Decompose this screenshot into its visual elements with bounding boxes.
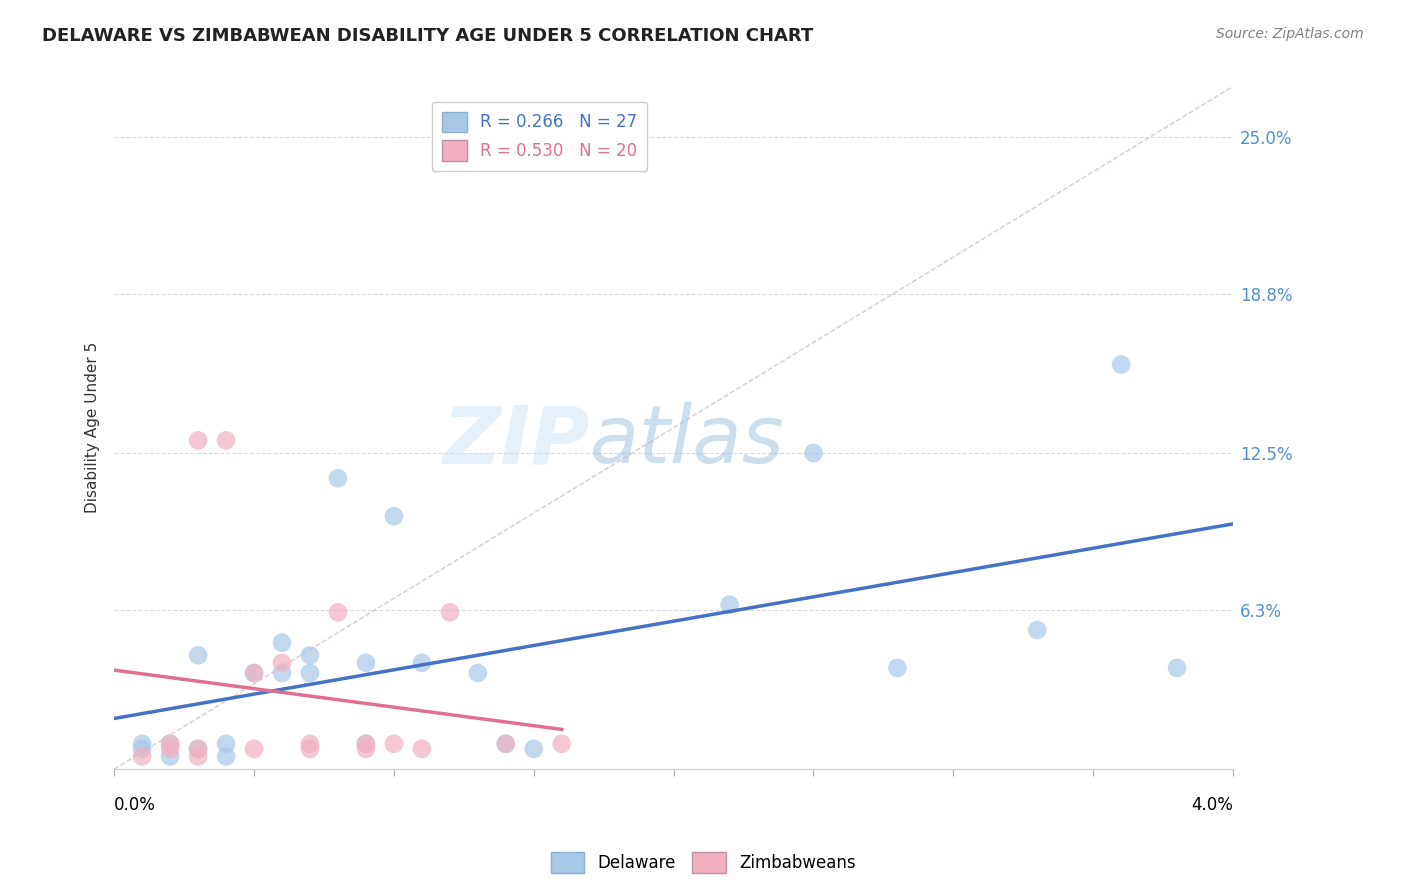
Point (159, 737, 181, 751)
Point (159, 749, 181, 764)
Point (271, 656, 294, 670)
Point (354, 742, 377, 756)
Point (243, 665, 266, 680)
Point (159, 737, 181, 751)
Text: 0.0%: 0.0% (114, 797, 156, 814)
Point (215, 434, 238, 448)
Point (354, 737, 377, 751)
Point (1109, 358, 1132, 372)
Point (1026, 623, 1049, 637)
Point (886, 661, 908, 675)
Point (298, 737, 321, 751)
Point (411, 742, 433, 756)
Point (298, 648, 321, 663)
Point (298, 742, 321, 756)
Point (271, 665, 294, 680)
Point (298, 665, 321, 680)
Point (159, 742, 181, 756)
Point (326, 471, 349, 485)
Point (382, 509, 405, 524)
Point (411, 656, 433, 670)
Text: DELAWARE VS ZIMBABWEAN DISABILITY AGE UNDER 5 CORRELATION CHART: DELAWARE VS ZIMBABWEAN DISABILITY AGE UN… (42, 27, 814, 45)
Point (551, 737, 574, 751)
Point (467, 665, 489, 680)
Point (243, 742, 266, 756)
Text: ZIP: ZIP (443, 402, 589, 481)
Point (187, 742, 209, 756)
Point (803, 446, 825, 460)
Point (326, 605, 349, 619)
Point (495, 737, 517, 751)
Text: atlas: atlas (589, 402, 785, 481)
Point (718, 598, 741, 612)
Point (187, 434, 209, 448)
Legend: Delaware, Zimbabweans: Delaware, Zimbabweans (544, 846, 862, 880)
Point (271, 635, 294, 649)
Point (187, 742, 209, 756)
Point (439, 605, 461, 619)
Point (382, 737, 405, 751)
Point (354, 656, 377, 670)
Text: Source: ZipAtlas.com: Source: ZipAtlas.com (1216, 27, 1364, 41)
Point (131, 742, 153, 756)
Point (1166, 661, 1188, 675)
Text: 4.0%: 4.0% (1191, 797, 1233, 814)
Point (131, 737, 153, 751)
Point (243, 665, 266, 680)
Point (215, 737, 238, 751)
Point (354, 737, 377, 751)
Legend: R = 0.266   N = 27, R = 0.530   N = 20: R = 0.266 N = 27, R = 0.530 N = 20 (432, 102, 647, 170)
Point (187, 648, 209, 663)
Point (215, 749, 238, 764)
Point (523, 742, 546, 756)
Y-axis label: Disability Age Under 5: Disability Age Under 5 (86, 343, 100, 514)
Point (131, 749, 153, 764)
Point (495, 737, 517, 751)
Point (187, 749, 209, 764)
